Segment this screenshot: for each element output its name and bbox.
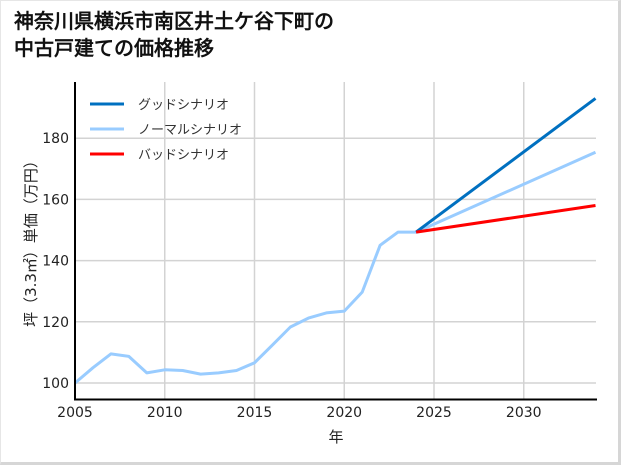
x-axis-label: 年 (328, 428, 343, 446)
x-tick-label: 2010 (147, 405, 183, 421)
chart-title-line2: 中古戸建ての価格推移 (14, 36, 214, 60)
x-tick-label: 2020 (326, 405, 362, 421)
y-tick-label: 120 (42, 315, 69, 331)
series-line (415, 97, 597, 234)
x-tick-label: 2025 (416, 405, 452, 421)
y-tick-label: 160 (42, 192, 69, 208)
x-tick-labels: 2005 2010 2015 2020 2025 2030 (57, 405, 541, 421)
series-line (415, 204, 596, 234)
series-line (74, 150, 597, 385)
chart-title-line1: 神奈川県横浜市南区井土ケ谷下町の (14, 9, 334, 33)
x-tick-label: 2005 (57, 405, 93, 421)
axes (74, 82, 597, 401)
legend-label: グッドシナリオ (138, 98, 229, 113)
y-tick-label: 100 (42, 376, 69, 392)
gridlines (75, 82, 596, 399)
y-tick-labels: 100 120 140 160 180 (42, 131, 69, 392)
legend-label: バッドシナリオ (138, 148, 229, 163)
y-axis-label: 坪（3.3㎡）単価（万円） (22, 153, 40, 327)
y-tick-label: 140 (42, 254, 69, 270)
x-tick-label: 2015 (237, 405, 273, 421)
legend-label: ノーマルシナリオ (138, 123, 242, 138)
chart-title: 神奈川県横浜市南区井土ケ谷下町の 中古戸建ての価格推移 (14, 8, 334, 62)
data-series (74, 97, 597, 385)
x-tick-label: 2030 (506, 405, 542, 421)
y-tick-label: 180 (42, 131, 69, 147)
